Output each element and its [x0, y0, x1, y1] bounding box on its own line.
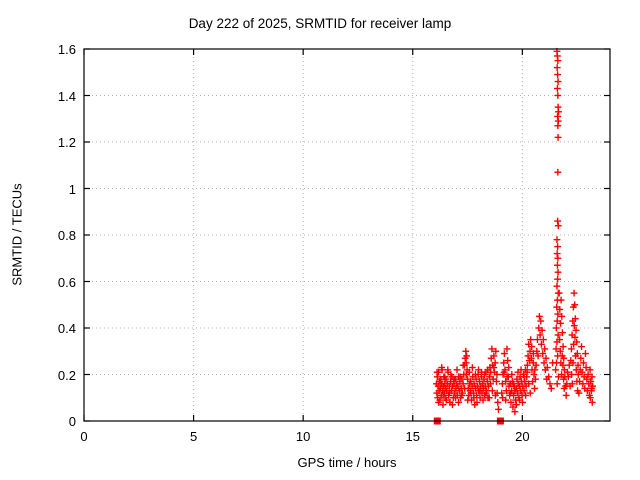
y-tick-label: 0.6 [57, 274, 76, 290]
gridlines [84, 49, 610, 421]
x-tick-label: 15 [405, 429, 420, 444]
x-tick-label: 5 [189, 429, 198, 444]
y-tick-label: 0.2 [57, 367, 76, 383]
y-tick-label: 0.4 [57, 321, 76, 336]
y-tick-label: 1.6 [57, 42, 76, 57]
tick-marks [83, 48, 610, 422]
plot-border [83, 48, 611, 422]
chart-title: Day 222 of 2025, SRMTID for receiver lam… [188, 16, 452, 31]
y-tick-label: 0 [68, 414, 76, 429]
x-axis-label: GPS time / hours [297, 455, 397, 470]
y-tick-label: 1.4 [57, 88, 76, 104]
x-tick-label: 0 [80, 429, 88, 444]
y-axis-label: SRMTID / TECUs [9, 183, 25, 286]
x-tick-label: 10 [295, 429, 311, 444]
x-tick-label: 20 [515, 429, 530, 444]
y-tick-label: 0.8 [57, 228, 76, 243]
y-tick-label: 1.2 [57, 135, 76, 150]
y-tick-label: 1 [68, 181, 76, 197]
scatter-points [433, 47, 597, 416]
